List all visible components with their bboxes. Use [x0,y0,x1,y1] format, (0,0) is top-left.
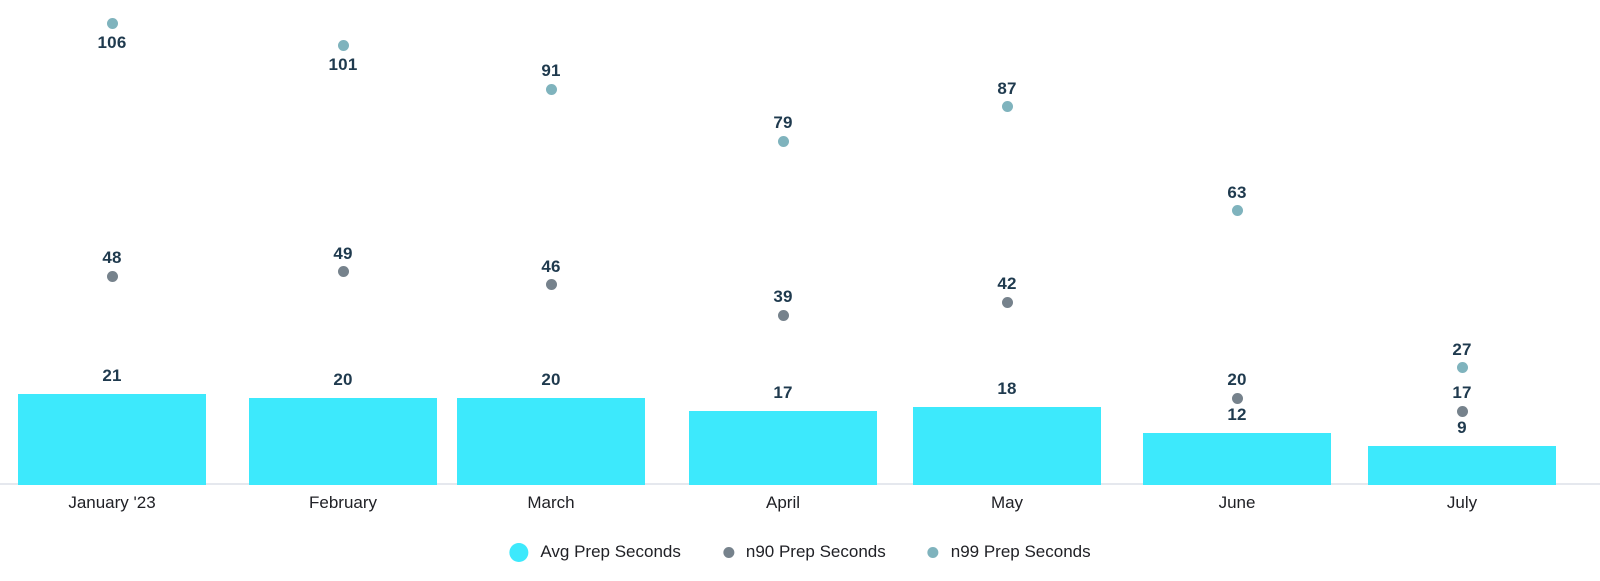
legend-item-n99-prep-seconds[interactable]: n99 Prep Seconds [927,542,1091,562]
legend-label-avg: Avg Prep Seconds [540,542,681,561]
bar-value-label: 17 [773,383,793,403]
dot-n90-prep-seconds[interactable] [1001,296,1013,308]
chart-legend: Avg Prep Seconds n90 Prep Seconds n99 Pr… [509,540,1091,564]
n99-value-label: 79 [773,113,793,133]
bar-value-label: 20 [541,370,561,389]
bar-value-label: 9 [1457,417,1467,437]
dot-n99-prep-seconds[interactable] [1001,101,1013,113]
n90-value-label: 42 [997,274,1017,294]
bar-avg-prep-seconds[interactable] [457,398,645,485]
x-axis-label: January '23 [68,493,156,512]
legend-label-n90: n90 Prep Seconds [745,542,886,561]
n90-value-label: 39 [773,287,793,307]
n99-value-label: 101 [328,54,358,74]
dot-n99-prep-seconds[interactable] [777,135,789,147]
n99-value-label: 63 [1227,182,1247,202]
legend-marker-n99-circle-icon [927,546,939,558]
dot-n99-prep-seconds[interactable] [106,18,118,30]
legend-item-avg-prep-seconds[interactable]: Avg Prep Seconds [509,542,681,562]
bar-avg-prep-seconds[interactable] [18,393,206,485]
n90-value-label: 48 [102,248,122,268]
dot-n99-prep-seconds[interactable] [1456,362,1468,374]
dot-n99-prep-seconds[interactable] [545,83,557,95]
dot-n90-prep-seconds[interactable] [777,309,789,321]
n90-value-label: 20 [1227,370,1247,389]
n90-value-label: 46 [541,256,561,276]
legend-marker-avg-circle-icon [509,542,529,562]
n90-value-label: 49 [333,243,353,263]
bar-avg-prep-seconds[interactable] [1143,432,1331,485]
dot-n90-prep-seconds[interactable] [337,266,349,278]
x-axis-label: June [1218,493,1256,512]
x-axis-label: February [308,493,378,512]
dot-n90-prep-seconds[interactable] [545,279,557,291]
legend-marker-n90-circle-icon [722,546,734,558]
bar-value-label: 21 [102,365,122,385]
bar-avg-prep-seconds[interactable] [689,411,877,485]
legend-item-n90-prep-seconds[interactable]: n90 Prep Seconds [722,542,886,562]
dot-n99-prep-seconds[interactable] [1231,205,1243,217]
x-axis-label: March [527,493,575,512]
n99-value-label: 27 [1452,339,1472,359]
bar-value-label: 12 [1227,404,1247,424]
bar-value-label: 18 [997,378,1017,398]
n99-value-label: 91 [541,61,561,81]
n99-value-label: 106 [97,32,127,52]
x-axis-label: July [1446,493,1478,512]
bar-avg-prep-seconds[interactable] [249,398,437,485]
dot-n99-prep-seconds[interactable] [337,40,349,52]
n90-value-label: 17 [1452,383,1472,403]
n99-value-label: 87 [997,78,1017,98]
legend-label-n99: n99 Prep Seconds [950,542,1091,561]
bar-avg-prep-seconds[interactable] [913,406,1101,485]
dot-n90-prep-seconds[interactable] [1231,392,1243,404]
bar-avg-prep-seconds[interactable] [1368,445,1556,485]
bar-value-label: 20 [333,370,353,389]
dot-n90-prep-seconds[interactable] [106,270,118,282]
dot-n90-prep-seconds[interactable] [1456,405,1468,417]
x-axis-label: April [765,493,800,512]
x-axis-label: May [990,493,1024,512]
